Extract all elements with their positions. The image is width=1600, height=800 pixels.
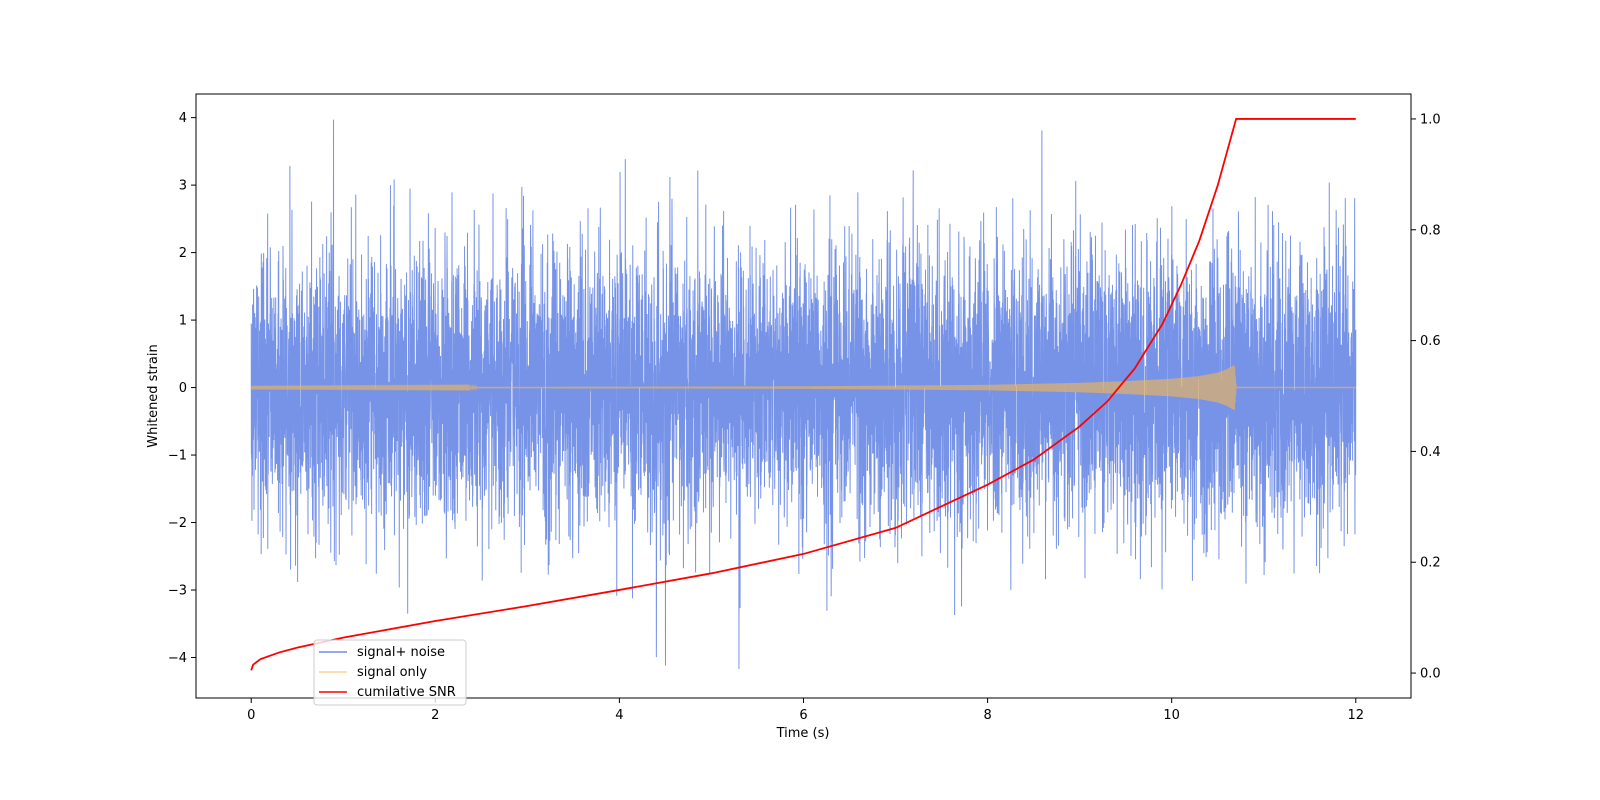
y-tick-label: −1: [168, 449, 187, 464]
y2-tick-label: 0.2: [1420, 556, 1441, 571]
y-tick-label: 2: [179, 246, 187, 261]
y2-tick-label: 0.8: [1420, 223, 1441, 238]
y-tick-label: 4: [179, 111, 187, 126]
legend-label-snr: cumilative SNR: [357, 685, 456, 700]
legend-label-signal: signal only: [357, 665, 427, 680]
x-axis-label: Time (s): [776, 726, 830, 741]
series-layer: [250, 118, 1357, 671]
x-tick-label: 6: [799, 708, 807, 723]
y-tick-label: 3: [179, 179, 187, 194]
x-tick-label: 2: [431, 708, 439, 723]
x-tick-label: 0: [247, 708, 255, 723]
y2-tick-label: 0.6: [1420, 334, 1441, 349]
y2-tick-label: 1.0: [1420, 112, 1441, 127]
y2-tick-label: 0.4: [1420, 445, 1441, 460]
y-tick-label: −3: [168, 584, 187, 599]
series-cumulative-snr: [250, 118, 1356, 671]
x-tick-label: 8: [983, 708, 991, 723]
legend: signal+ noise signal only cumilative SNR: [313, 639, 467, 706]
legend-label-noise: signal+ noise: [357, 645, 445, 660]
y-tick-label: 1: [179, 314, 187, 329]
y-axis-label: Whitened strain: [146, 344, 161, 447]
x-tick-label: 4: [615, 708, 623, 723]
y-tick-label: −2: [168, 516, 187, 531]
x-tick-label: 10: [1163, 708, 1180, 723]
series-signal-only: [250, 365, 1356, 410]
y-tick-label: 0: [179, 381, 187, 396]
y2-tick-label: 0.0: [1420, 667, 1441, 682]
y-tick-label: −4: [168, 651, 187, 666]
x-tick-label: 12: [1347, 708, 1364, 723]
legend-box: [313, 639, 467, 706]
